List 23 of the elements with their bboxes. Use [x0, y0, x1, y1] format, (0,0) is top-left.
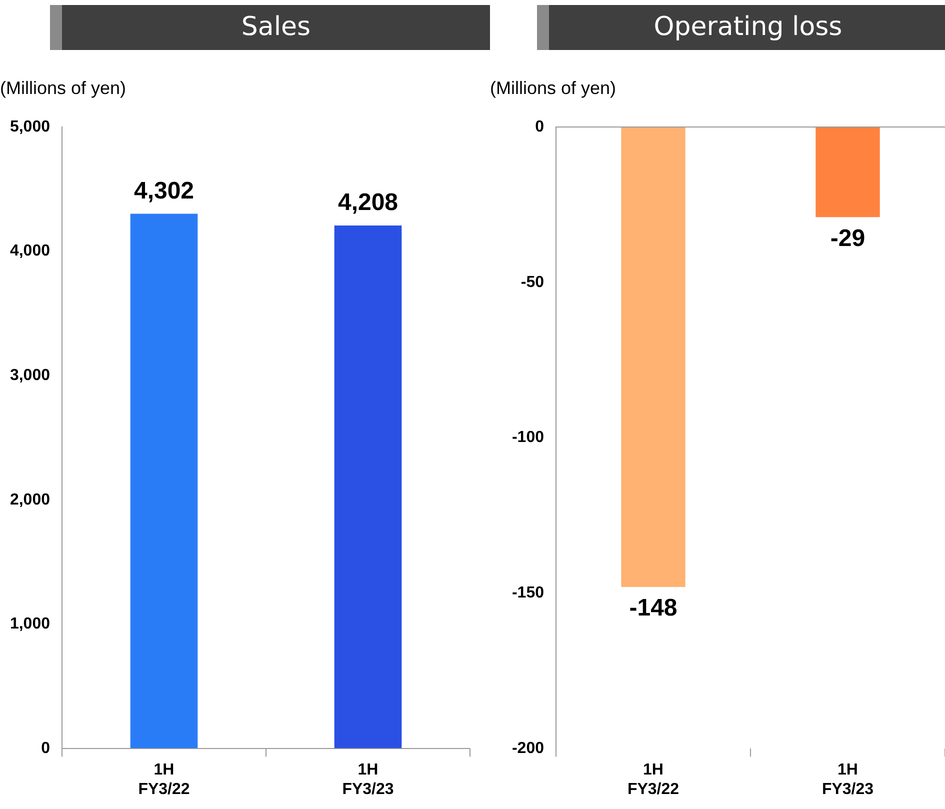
y-tick-label: 3,000 [10, 367, 50, 384]
y-tick-label: 5,000 [10, 118, 50, 136]
y-tick-label: 1,000 [10, 616, 50, 633]
chart-title: Operating loss [537, 5, 945, 50]
chart-title: Sales [50, 5, 490, 50]
data-label: 4,302 [134, 177, 194, 204]
data-label: -148 [629, 594, 678, 622]
y-tick-label: -200 [512, 740, 544, 758]
x-tick-label: 1H FY3/22 [138, 762, 190, 798]
y-tick-label: -50 [520, 274, 544, 291]
x-tick-label: 1H FY3/23 [822, 762, 874, 798]
y-tick-label: 2,000 [10, 491, 50, 508]
y-tick-label: 0 [535, 118, 544, 136]
y-tick-label: -100 [512, 429, 544, 446]
data-label: 4,208 [338, 189, 398, 216]
data-label: -29 [830, 224, 866, 252]
y-axis-title: (Millions of yen) [0, 78, 126, 99]
y-axis-title: (Millions of yen) [490, 78, 616, 99]
y-tick-label: 0 [41, 740, 50, 758]
x-tick-label: 1H FY3/22 [627, 762, 680, 798]
x-tick-label: 1H FY3/23 [342, 762, 394, 798]
y-tick-label: -150 [512, 584, 544, 602]
y-tick-label: 4,000 [10, 242, 50, 260]
